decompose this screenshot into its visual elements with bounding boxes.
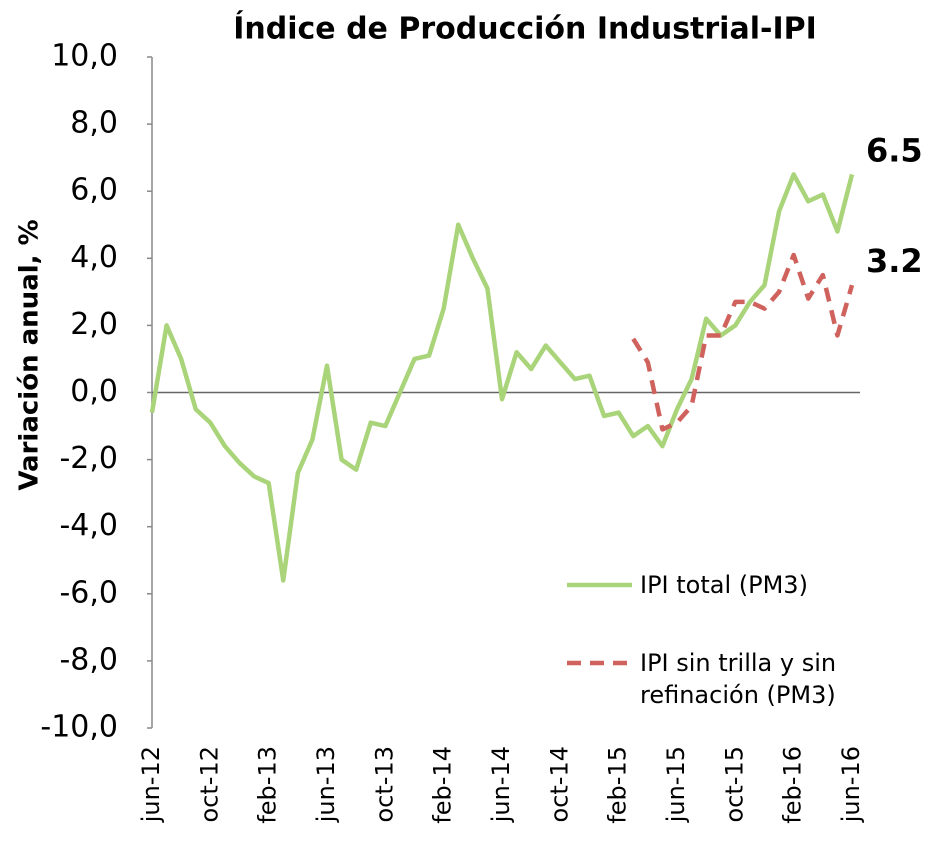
y-tick-label: -6,0: [59, 575, 118, 610]
x-tick-label: jun-14: [487, 746, 515, 823]
legend-label: IPI total (PM3): [640, 571, 808, 599]
y-tick-label: 2,0: [70, 307, 118, 342]
y-tick-label: -4,0: [59, 508, 118, 543]
y-tick-label: 6,0: [70, 173, 118, 208]
x-tick-label: jun-12: [137, 746, 165, 823]
y-tick-label: 4,0: [70, 240, 118, 275]
end-label: 3.2: [866, 242, 923, 280]
y-tick-label: -2,0: [59, 441, 118, 476]
end-label: 6.5: [866, 131, 923, 169]
x-tick-label: jun-16: [837, 746, 865, 823]
x-tick-label: oct-12: [195, 746, 223, 823]
x-tick-label: oct-14: [545, 746, 573, 823]
series-line: [631, 252, 855, 432]
y-tick-label: 10,0: [51, 39, 118, 74]
x-tick-label: jun-15: [662, 746, 690, 823]
y-tick-label: -10,0: [40, 710, 118, 745]
x-tick-label: oct-13: [370, 746, 398, 823]
x-tick-label: oct-15: [720, 746, 748, 823]
y-tick-label: -8,0: [59, 642, 118, 677]
y-tick-label: 0,0: [70, 374, 118, 409]
x-tick-label: feb-15: [604, 746, 632, 824]
x-tick-label: feb-13: [254, 746, 282, 824]
y-tick-label: 8,0: [70, 106, 118, 141]
legend-label: IPI sin trilla y sin refinación (PM3): [640, 649, 837, 709]
y-axis-label: Variación anual, %: [15, 219, 45, 490]
chart-title: Índice de Producción Industrial-IPI: [233, 11, 817, 47]
x-tick-label: feb-14: [429, 746, 457, 824]
x-tick-label: feb-16: [779, 746, 807, 824]
series-line: [149, 172, 855, 583]
x-tick-label: jun-13: [312, 746, 340, 823]
